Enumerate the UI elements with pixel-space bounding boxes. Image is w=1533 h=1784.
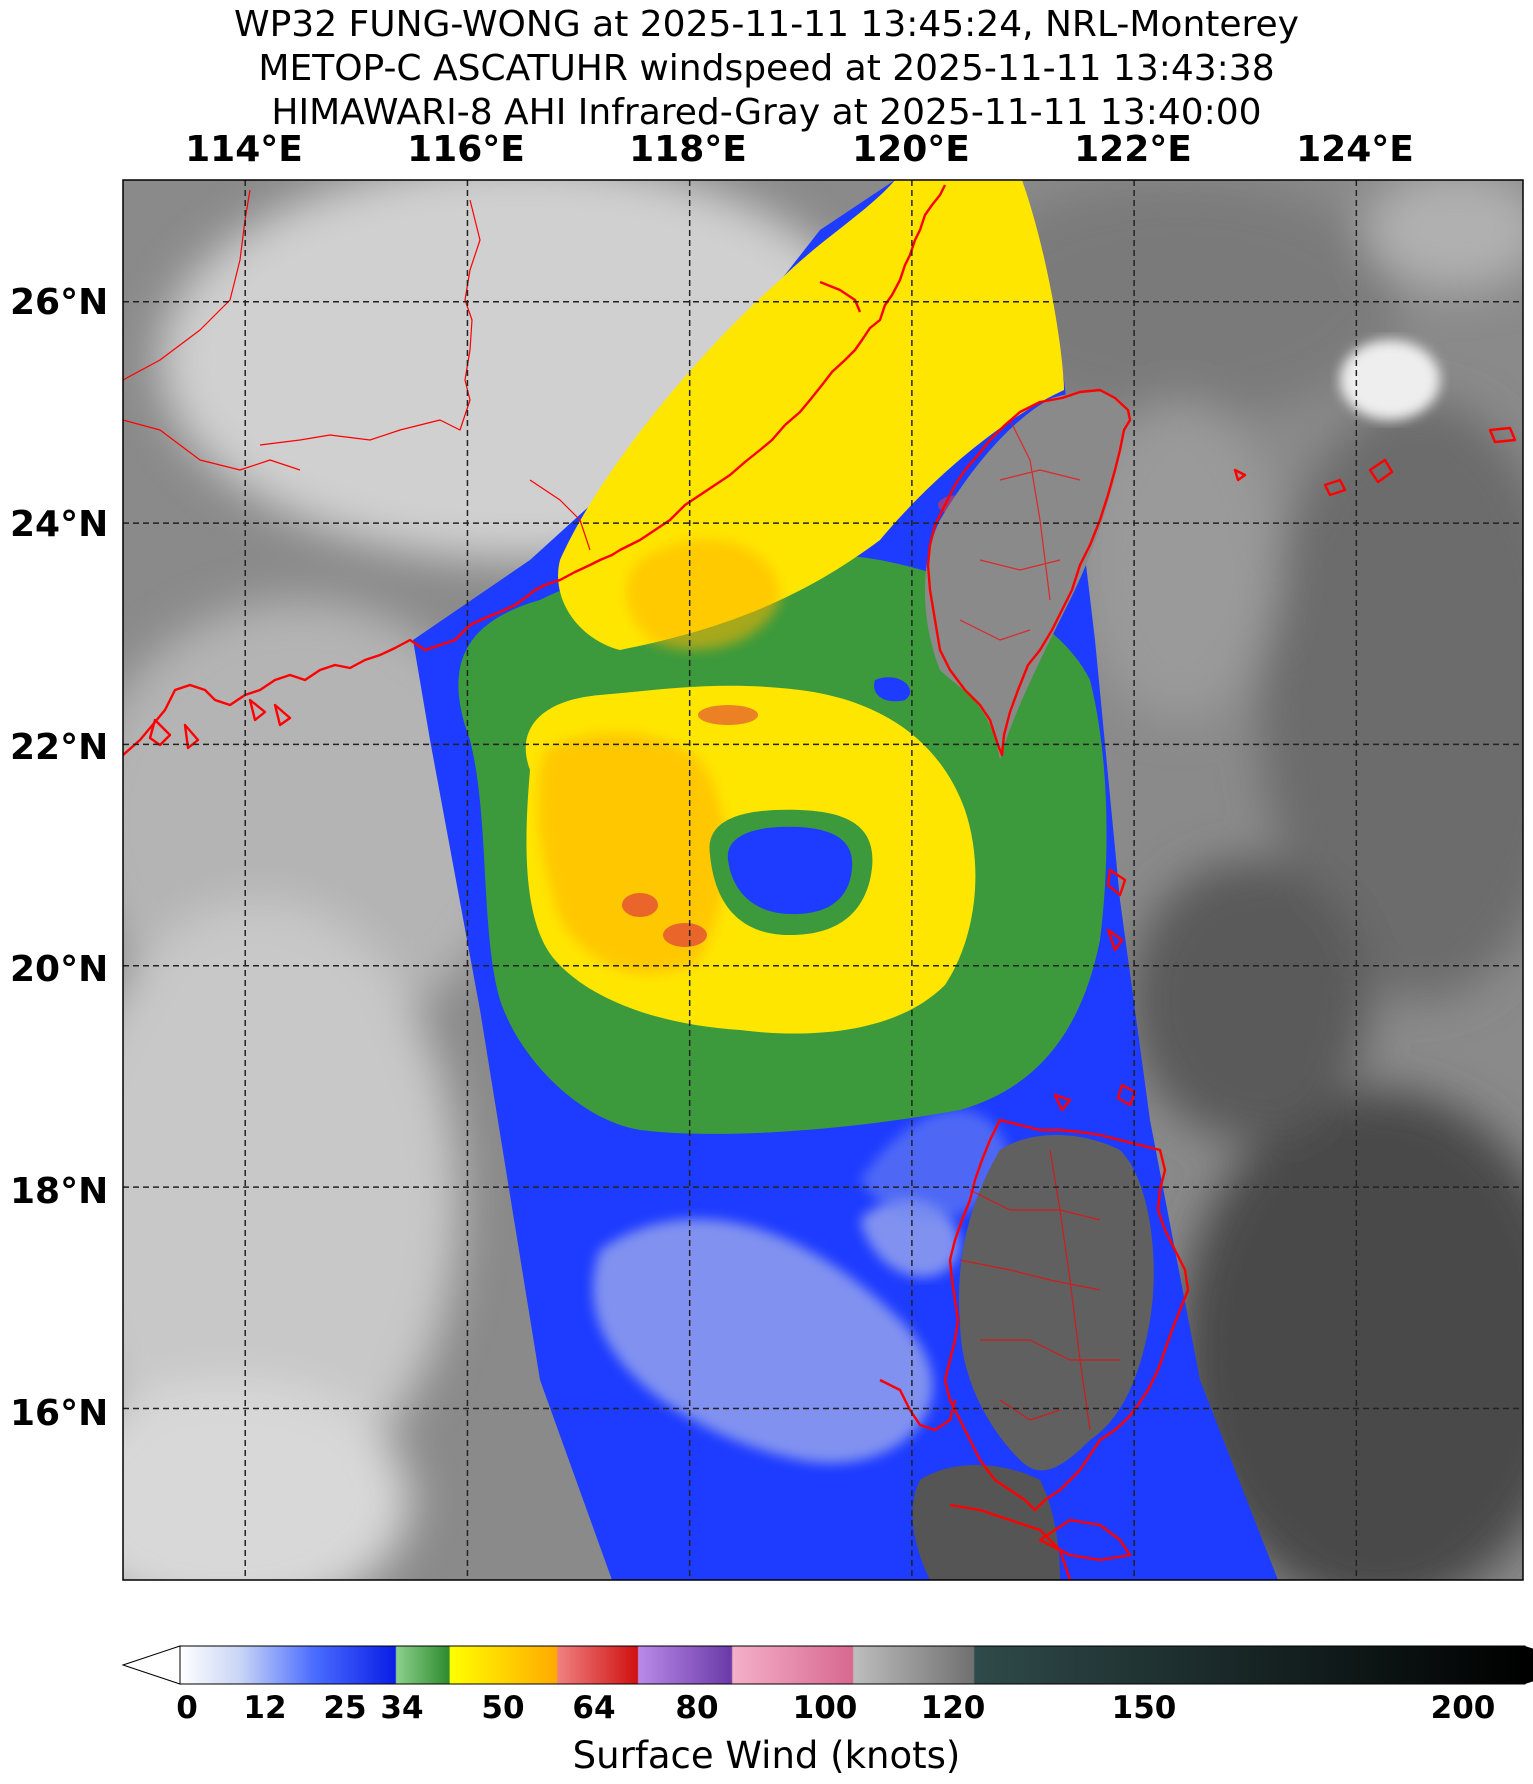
lon-label-116: 116°E — [407, 129, 525, 170]
title-line-2: METOP-C ASCATUHR windspeed at 2025-11-11… — [258, 48, 1275, 89]
colorbar-tick-50: 50 — [481, 1690, 525, 1726]
wind-red-spot — [622, 893, 658, 917]
wind-orange-patch — [537, 732, 727, 975]
map-area — [123, 180, 1523, 1580]
colorbar-extend-low — [121, 1645, 181, 1685]
eye-center — [727, 826, 853, 915]
title-line-3: HIMAWARI-8 AHI Infrared-Gray at 2025-11-… — [271, 92, 1262, 133]
lon-label-118: 118°E — [629, 129, 747, 170]
map-frame — [122, 179, 1524, 1581]
colorbar-tick-0: 0 — [176, 1690, 198, 1726]
lat-label-24: 24°N — [10, 504, 109, 545]
colorbar-tick-200: 200 — [1430, 1690, 1496, 1726]
lat-label-16: 16°N — [10, 1393, 109, 1434]
china-border — [259, 199, 481, 446]
taiwan-land — [925, 391, 1128, 760]
wind-light-blue-patch — [592, 1219, 933, 1464]
colorbar-tick-120: 120 — [920, 1690, 986, 1726]
luzon-land — [959, 1135, 1154, 1471]
colorbar-tick-25: 25 — [323, 1690, 367, 1726]
taiwan-province-borders — [959, 419, 1081, 641]
lat-label-18: 18°N — [10, 1171, 109, 1212]
luzon-province-borders — [959, 1149, 1120, 1431]
coastlines — [123, 184, 1517, 1580]
wind-yellow-north — [558, 180, 1064, 650]
colorbar-tick-64: 64 — [572, 1690, 616, 1726]
colorbar-title: Surface Wind (knots) — [572, 1734, 961, 1777]
colorbar-tick-100: 100 — [792, 1690, 858, 1726]
colorbar-tick-34: 34 — [380, 1690, 424, 1726]
colorbar-tick-12: 12 — [243, 1690, 287, 1726]
grid-lines — [123, 180, 1523, 1580]
colorbar-tick-80: 80 — [675, 1690, 719, 1726]
lon-label-122: 122°E — [1074, 129, 1192, 170]
island-coastlines — [1053, 868, 1137, 1112]
colorbar — [121, 1645, 1533, 1685]
lat-label-22: 22°N — [10, 727, 109, 768]
lat-label-26: 26°N — [10, 282, 109, 323]
lon-label-114: 114°E — [185, 129, 303, 170]
colorbar-tick-150: 150 — [1111, 1690, 1177, 1726]
lat-label-20: 20°N — [10, 949, 109, 990]
luzon-coastline — [943, 1118, 1190, 1512]
bright-cloud — [1340, 340, 1440, 420]
china-coastline — [123, 184, 947, 756]
title-line-1: WP32 FUNG-WONG at 2025-11-11 13:45:24, N… — [233, 4, 1299, 45]
lon-label-124: 124°E — [1296, 129, 1414, 170]
colorbar-gradient — [180, 1646, 1525, 1684]
lon-label-120: 120°E — [852, 129, 970, 170]
